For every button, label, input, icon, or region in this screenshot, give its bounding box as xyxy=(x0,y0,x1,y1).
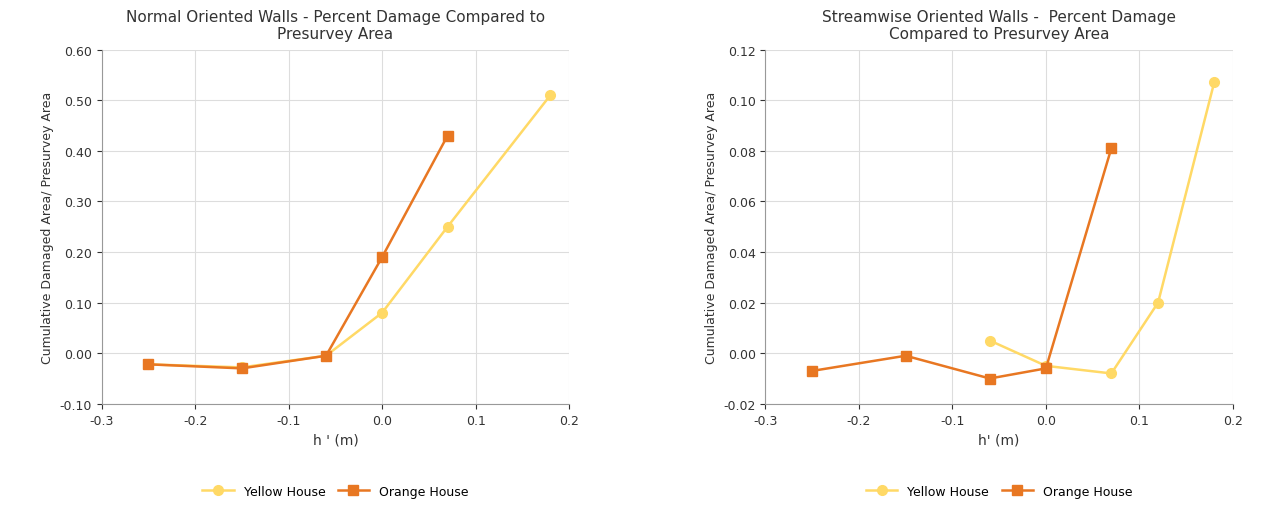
Orange House xyxy=(805,368,820,374)
Orange House xyxy=(375,255,390,261)
Orange House xyxy=(982,376,998,382)
Orange House xyxy=(319,353,334,359)
X-axis label: h' (m): h' (m) xyxy=(979,432,1019,446)
Orange House xyxy=(440,133,455,139)
Yellow House xyxy=(375,310,390,316)
Line: Yellow House: Yellow House xyxy=(985,78,1219,379)
Yellow House xyxy=(1206,80,1221,86)
X-axis label: h ' (m): h ' (m) xyxy=(313,432,358,446)
Orange House xyxy=(234,366,249,372)
Yellow House xyxy=(234,365,249,371)
Title: Normal Oriented Walls - Percent Damage Compared to
Presurvey Area: Normal Oriented Walls - Percent Damage C… xyxy=(126,10,545,42)
Title: Streamwise Oriented Walls -  Percent Damage
Compared to Presurvey Area: Streamwise Oriented Walls - Percent Dama… xyxy=(822,10,1176,42)
Yellow House xyxy=(141,362,156,368)
Yellow House xyxy=(1150,300,1166,306)
Yellow House xyxy=(1038,363,1054,369)
Line: Yellow House: Yellow House xyxy=(144,91,555,373)
Line: Orange House: Orange House xyxy=(807,144,1116,384)
Y-axis label: Cumulative Damaged Area/ Presurvey Area: Cumulative Damaged Area/ Presurvey Area xyxy=(705,91,718,363)
Legend: Yellow House, Orange House: Yellow House, Orange House xyxy=(859,478,1139,504)
Yellow House xyxy=(982,338,998,344)
Yellow House xyxy=(440,224,455,230)
Orange House xyxy=(1038,366,1054,372)
Orange House xyxy=(1103,146,1118,152)
Yellow House xyxy=(1103,371,1118,377)
Orange House xyxy=(141,362,156,368)
Yellow House xyxy=(319,353,334,359)
Orange House xyxy=(899,353,914,359)
Line: Orange House: Orange House xyxy=(144,131,452,374)
Legend: Yellow House, Orange House: Yellow House, Orange House xyxy=(196,478,475,504)
Yellow House xyxy=(543,93,558,99)
Y-axis label: Cumulative Damaged Area/ Presurvey Area: Cumulative Damaged Area/ Presurvey Area xyxy=(41,91,55,363)
